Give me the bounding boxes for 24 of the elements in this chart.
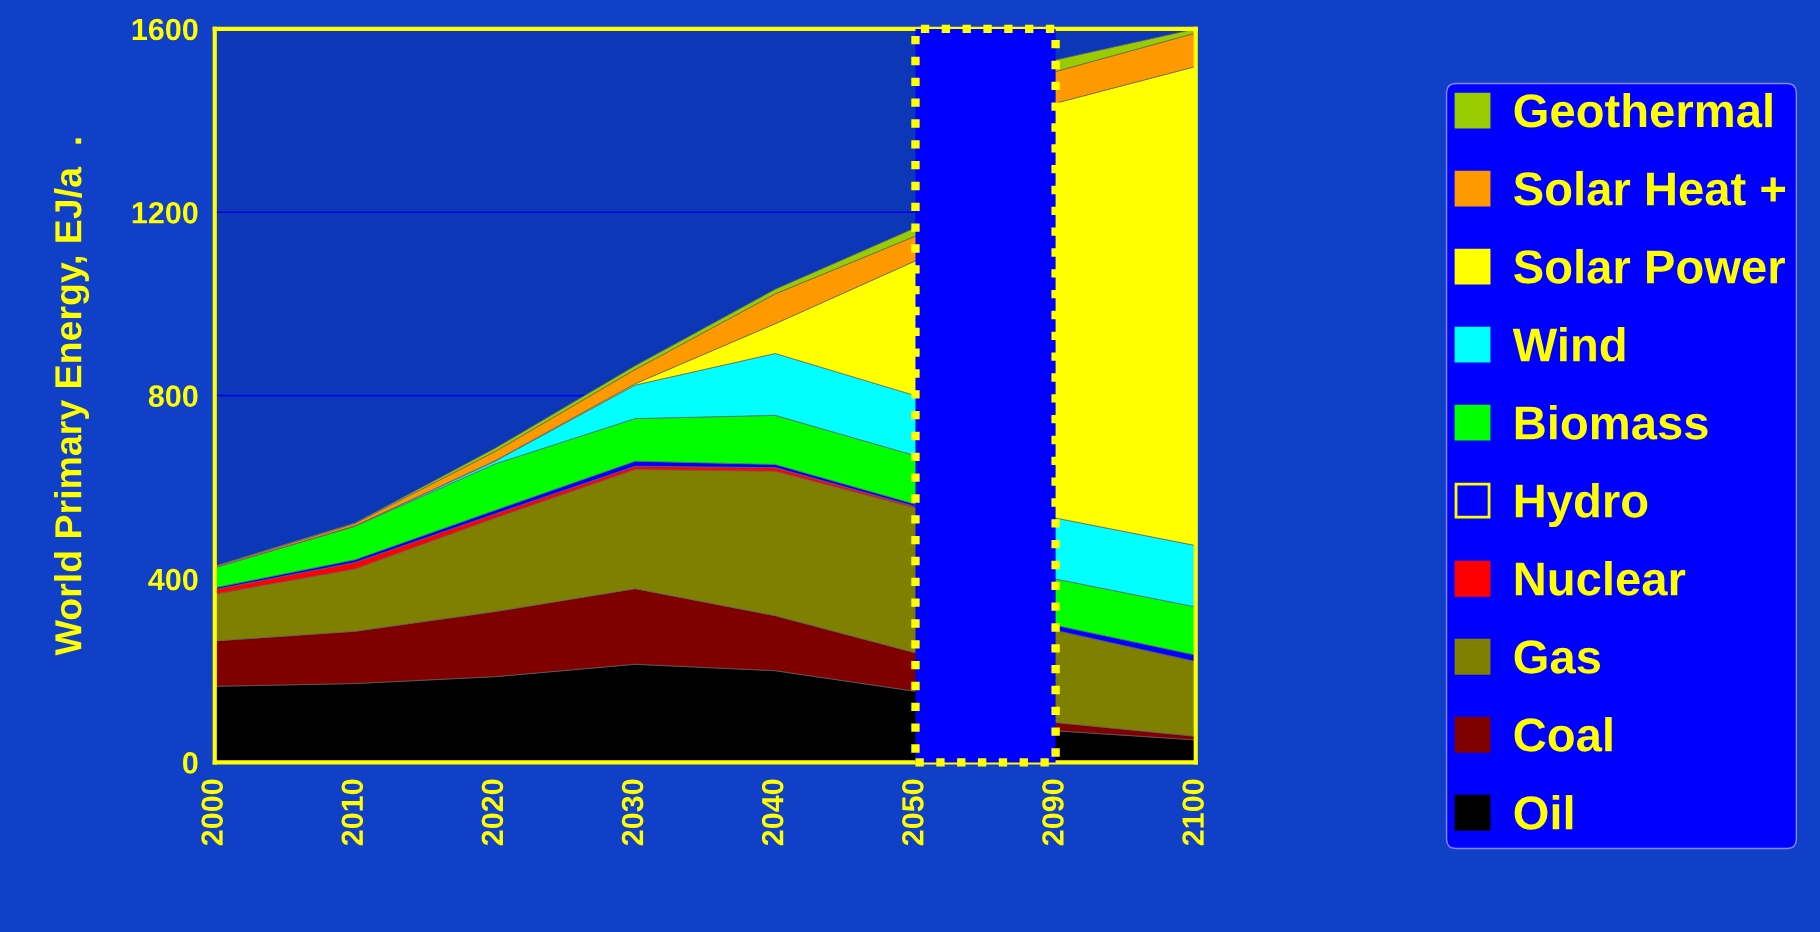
y-tick-label: 1200 — [132, 202, 198, 224]
x-tick-label: 2040 — [761, 779, 784, 846]
x-tick-label: 2010 — [341, 779, 364, 846]
x-tick-label: 2050 — [902, 779, 924, 846]
x-tick-label: 2020 — [481, 779, 504, 846]
legend-label: Solar Power — [1514, 248, 1785, 284]
y-tick-label: 1600 — [132, 18, 198, 41]
x-tick-label: 2000 — [201, 779, 223, 846]
legend-label: Hydro — [1515, 483, 1648, 528]
legend-label: Solar Heat + — [1514, 170, 1786, 206]
x-tick-label: 2030 — [621, 779, 644, 846]
x-tick-label: 2090 — [1042, 779, 1064, 846]
legend-label: Oil — [1514, 795, 1573, 830]
legend-label: Biomass — [1515, 404, 1708, 440]
x-tick-label: 2100 — [1182, 779, 1204, 846]
legend-label: Wind — [1512, 326, 1625, 362]
legend-label: Coal — [1514, 717, 1612, 752]
y-axis-title: World Primary Energy, EJ/a . — [54, 138, 90, 656]
legend-label: Geothermal — [1514, 92, 1772, 128]
legend-label: Nuclear — [1515, 561, 1686, 596]
y-tick-label: 800 — [148, 385, 198, 408]
legend-label: Gas — [1514, 640, 1600, 674]
y-tick-label: 0 — [183, 752, 198, 774]
y-tick-label: 400 — [148, 568, 198, 591]
